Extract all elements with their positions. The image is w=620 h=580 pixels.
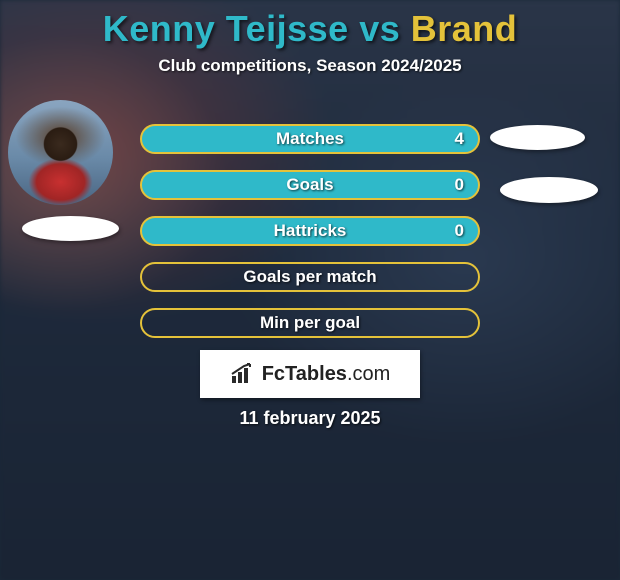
infographic-container: Kenny Teijsse vs Brand Club competitions…	[0, 0, 620, 580]
stat-label: Matches	[142, 129, 478, 149]
stat-value: 0	[455, 175, 464, 195]
decorative-ellipse	[500, 177, 598, 203]
stat-row: Hattricks0	[140, 216, 480, 246]
stat-label: Hattricks	[142, 221, 478, 241]
stat-row: Goals0	[140, 170, 480, 200]
stat-label: Goals	[142, 175, 478, 195]
stat-label: Min per goal	[142, 313, 478, 333]
logo-brand: FcTables	[262, 363, 347, 385]
stats-list: Matches4Goals0Hattricks0Goals per matchM…	[140, 124, 480, 354]
page-title: Kenny Teijsse vs Brand	[0, 0, 620, 50]
decorative-ellipse	[490, 125, 585, 150]
fctables-logo: FcTables.com	[200, 350, 420, 398]
stat-value: 4	[455, 129, 464, 149]
title-vs: vs	[349, 8, 411, 49]
stat-row: Min per goal	[140, 308, 480, 338]
avatar-image	[8, 100, 113, 205]
stat-row: Matches4	[140, 124, 480, 154]
logo-text: FcTables.com	[262, 363, 391, 386]
logo-suffix: .com	[347, 363, 390, 385]
stat-row: Goals per match	[140, 262, 480, 292]
date-label: 11 february 2025	[0, 408, 620, 429]
subtitle: Club competitions, Season 2024/2025	[0, 56, 620, 76]
chart-icon	[230, 363, 256, 385]
title-player1: Kenny Teijsse	[103, 8, 349, 49]
stat-value: 0	[455, 221, 464, 241]
stat-label: Goals per match	[142, 267, 478, 287]
decorative-ellipse	[22, 216, 119, 241]
player1-avatar	[8, 100, 113, 205]
title-player2: Brand	[411, 8, 518, 49]
